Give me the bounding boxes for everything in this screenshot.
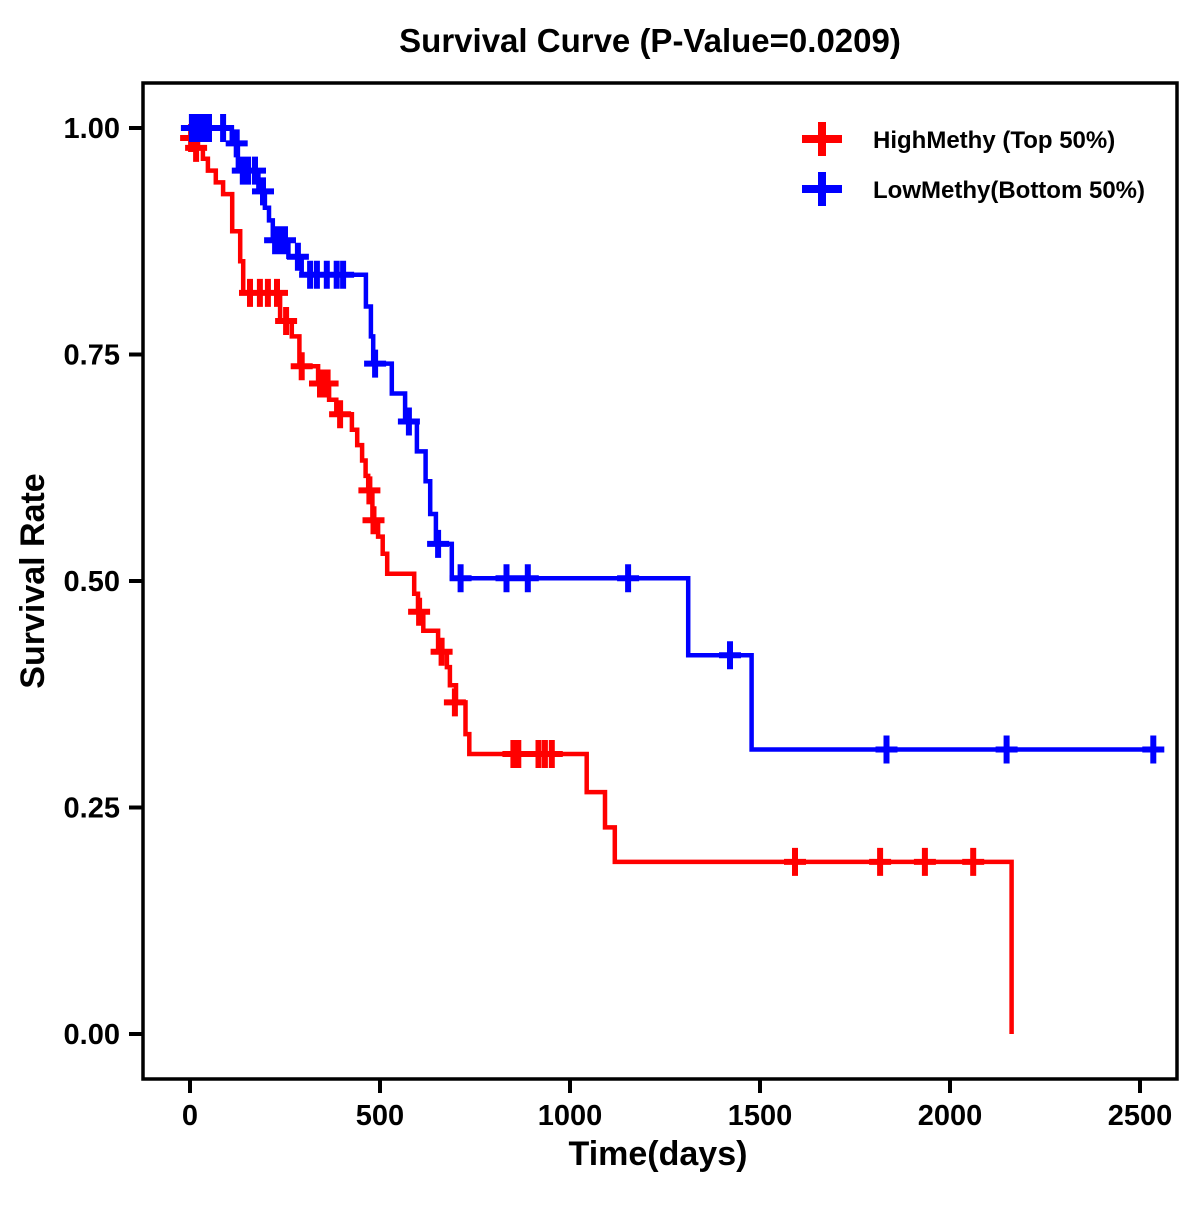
y-axis-label: Survival Rate [14, 473, 52, 688]
x-tick-label: 0 [182, 1100, 198, 1132]
series-curve-highmethy [190, 125, 1014, 1034]
legend-item: LowMethy(Bottom 50%) [802, 172, 1145, 206]
y-tick-label: 0.50 [64, 566, 120, 598]
x-tick-label: 1500 [728, 1100, 793, 1132]
legend-plus-marker-icon [802, 172, 842, 206]
censor-marks-lowmethy [180, 114, 1165, 764]
y-tick-label: 0.75 [64, 340, 120, 372]
legend-item-label: LowMethy(Bottom 50%) [873, 177, 1145, 204]
legend-item: HighMethy (Top 50%) [802, 122, 1115, 156]
legend-item-label: HighMethy (Top 50%) [873, 127, 1115, 154]
x-tick-label: 2500 [1108, 1100, 1173, 1132]
x-tick-label: 500 [356, 1100, 404, 1132]
censor-marks-highmethy [180, 124, 985, 876]
plot-area: 0 500 1000 1500 2000 2500 1.00 0.75 0.50 0.25 0.00 [64, 81, 1179, 1132]
y-tick-label: 1.00 [64, 113, 120, 145]
chart-title: Survival Curve (P-Value=0.0209) [399, 22, 901, 59]
y-tick-label: 0.00 [64, 1019, 120, 1051]
series-curve-lowmethy [190, 125, 1163, 752]
plot-border [141, 81, 1179, 1081]
legend-plus-marker-icon [802, 122, 842, 156]
y-tick-label: 0.25 [64, 793, 120, 825]
x-axis-label: Time(days) [569, 1135, 748, 1173]
x-tick-label: 1000 [538, 1100, 603, 1132]
x-tick-label: 2000 [918, 1100, 983, 1132]
legend: HighMethy (Top 50%) LowMethy(Bottom 50%) [802, 122, 1145, 206]
